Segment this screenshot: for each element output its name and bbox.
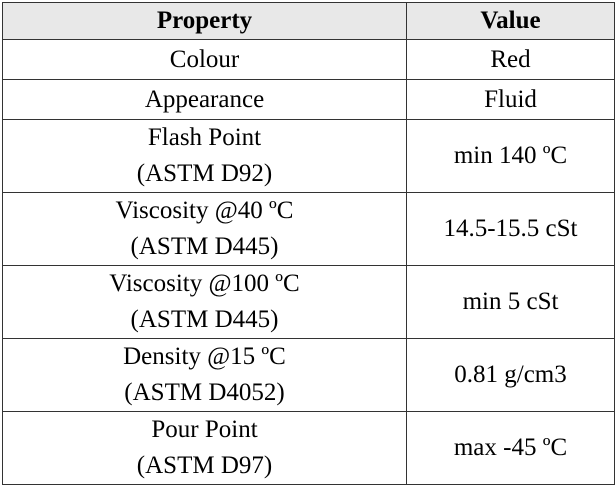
property-cell: Viscosity @100 ºC (ASTM D445)	[2, 265, 407, 339]
property-method: (ASTM D92)	[136, 160, 273, 187]
table-row: Colour Red	[2, 39, 615, 80]
property-name: Colour	[169, 45, 240, 73]
property-cell: Viscosity @40 ºC (ASTM D445)	[2, 192, 407, 266]
table-body: Colour Red Appearance Fluid Flash Point …	[2, 39, 615, 485]
property-method: (ASTM D445)	[130, 306, 279, 333]
property-cell: Colour	[2, 39, 407, 80]
table-row: Flash Point (ASTM D92) min 140 ºC	[2, 119, 615, 193]
value-cell: 14.5-15.5 cSt	[406, 192, 615, 266]
value-cell: 0.81 g/cm3	[406, 338, 615, 412]
table-row: Viscosity @40 ºC (ASTM D445) 14.5-15.5 c…	[2, 192, 615, 266]
table-header: Property Value	[2, 2, 615, 40]
value-cell: Red	[406, 39, 615, 80]
property-name: Flash Point	[147, 124, 262, 151]
property-method: (ASTM D4052)	[124, 379, 285, 406]
table-row: Pour Point (ASTM D97) max -45 ºC	[2, 411, 615, 485]
value-cell: min 140 ºC	[406, 119, 615, 193]
table-row: Appearance Fluid	[2, 79, 615, 120]
header-value: Value	[406, 2, 615, 40]
value-cell: Fluid	[406, 79, 615, 120]
property-method: (ASTM D97)	[136, 452, 273, 479]
header-property: Property	[2, 2, 407, 40]
header-row: Property Value	[2, 2, 615, 40]
property-cell: Appearance	[2, 79, 407, 120]
value-cell: max -45 ºC	[406, 411, 615, 485]
value-cell: min 5 cSt	[406, 265, 615, 339]
property-name: Pour Point	[151, 416, 258, 443]
property-name: Viscosity @100 ºC	[109, 270, 300, 297]
property-name: Density @15 ºC	[123, 343, 286, 370]
property-cell: Flash Point (ASTM D92)	[2, 119, 407, 193]
table-row: Viscosity @100 ºC (ASTM D445) min 5 cSt	[2, 265, 615, 339]
property-cell: Density @15 ºC (ASTM D4052)	[2, 338, 407, 412]
property-method: (ASTM D445)	[130, 233, 279, 260]
property-name: Viscosity @40 ºC	[115, 197, 294, 224]
property-cell: Pour Point (ASTM D97)	[2, 411, 407, 485]
property-name: Appearance	[144, 85, 265, 113]
table-row: Density @15 ºC (ASTM D4052) 0.81 g/cm3	[2, 338, 615, 412]
